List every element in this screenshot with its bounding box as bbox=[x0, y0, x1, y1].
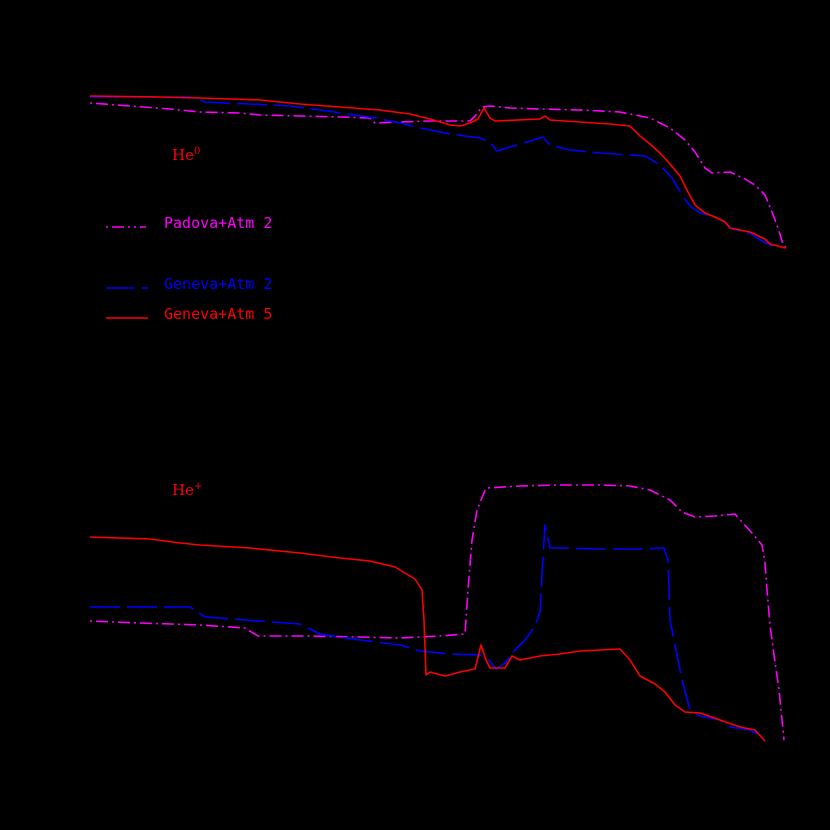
bottom-annotation-sup: + bbox=[194, 481, 202, 492]
bottom-plot-lines bbox=[89, 484, 785, 742]
legend-item-padova-atm2: Padova+Atm 2 bbox=[106, 214, 272, 232]
bottom-annotation-base: He bbox=[172, 481, 194, 499]
legend-label-geneva-atm2: Geneva+Atm 2 bbox=[164, 275, 272, 293]
bottom-series-geneva-atm-2 bbox=[90, 524, 766, 742]
bottom-panel: He+ bbox=[89, 481, 785, 742]
bottom-series-padova-atm-2 bbox=[89, 484, 785, 741]
legend: Padova+Atm 2 Geneva+Atm 2 Geneva+Atm 5 bbox=[106, 214, 272, 323]
top-annotation: He0 bbox=[172, 146, 200, 164]
top-annotation-base: He bbox=[172, 146, 194, 164]
top-annotation-sup: 0 bbox=[194, 146, 200, 157]
top-panel: He0 Padova+Atm 2 Geneva+Atm 2 Geneva+Atm… bbox=[89, 95, 787, 323]
top-plot-lines bbox=[89, 95, 787, 249]
bottom-series-geneva-atm-5 bbox=[89, 536, 766, 742]
legend-item-geneva-atm5: Geneva+Atm 5 bbox=[106, 305, 272, 323]
legend-label-geneva-atm5: Geneva+Atm 5 bbox=[164, 305, 272, 323]
legend-item-geneva-atm2: Geneva+Atm 2 bbox=[106, 275, 272, 293]
bottom-annotation: He+ bbox=[172, 481, 202, 499]
top-series-padova-atm-2 bbox=[89, 102, 787, 249]
top-series-geneva-atm-5 bbox=[89, 95, 787, 249]
legend-label-padova-atm2: Padova+Atm 2 bbox=[164, 214, 272, 232]
